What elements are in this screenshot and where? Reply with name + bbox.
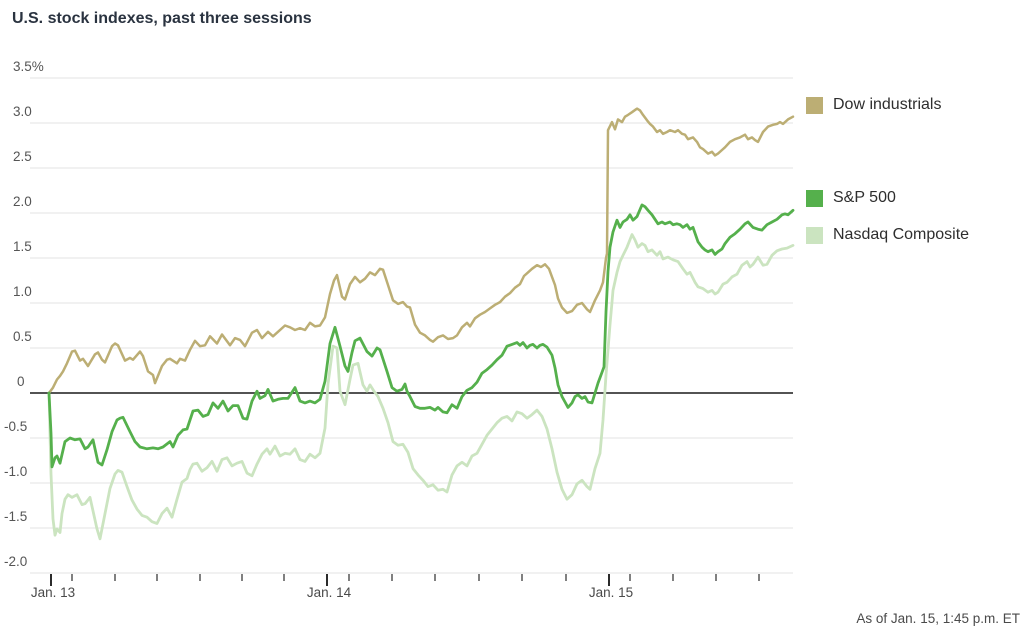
legend-swatch-icon	[806, 96, 823, 114]
x-axis-session-label: Jan. 13	[30, 585, 76, 600]
y-axis-tick-label: 0	[17, 374, 25, 389]
chart-title: U.S. stock indexes, past three sessions	[12, 10, 312, 27]
y-axis-tick-label: 0.5	[13, 329, 32, 344]
legend-label: Nasdaq Composite	[833, 226, 970, 243]
y-axis-tick-label: -1.0	[4, 464, 28, 479]
x-axis-session-label: Jan. 14	[306, 585, 352, 600]
legend-item: S&P 500	[806, 189, 896, 207]
legend-item: Nasdaq Composite	[806, 226, 969, 244]
y-axis-tick-label: 3.5%	[13, 59, 44, 74]
as-of-timestamp: As of Jan. 15, 1:45 p.m. ET	[856, 611, 1020, 626]
y-axis-tick-label: -1.5	[4, 509, 28, 524]
legend-item: Dow industrials	[806, 96, 941, 114]
y-axis-tick-label: 2.5	[13, 149, 32, 164]
legend-label: S&P 500	[833, 189, 896, 206]
legend-label: Dow industrials	[833, 96, 942, 113]
y-axis-tick-label: -2.0	[4, 554, 28, 569]
y-axis-tick-label: 3.0	[13, 104, 32, 119]
series-line-nasdaq-composite	[47, 233, 795, 541]
series-line-s-p-500	[47, 203, 795, 469]
y-axis-tick-label: 2.0	[13, 194, 32, 209]
legend-swatch-icon	[806, 226, 823, 244]
series-line-dow-industrials	[47, 107, 795, 395]
x-axis-session-label: Jan. 15	[588, 585, 634, 600]
legend-swatch-icon	[806, 189, 823, 207]
y-axis-tick-label: 1.0	[13, 284, 32, 299]
y-axis-tick-label: -0.5	[4, 419, 28, 434]
y-axis-tick-label: 1.5	[13, 239, 32, 254]
